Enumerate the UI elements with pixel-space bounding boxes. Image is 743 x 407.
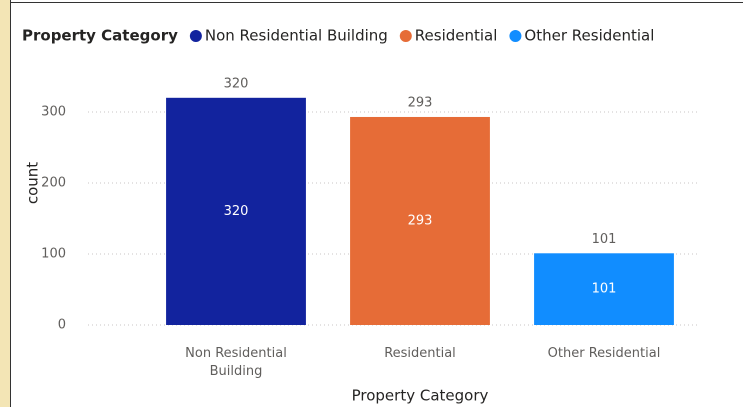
y-tick-label: 100	[41, 247, 66, 262]
legend-marker	[509, 30, 522, 42]
x-tick-label: Residential	[384, 346, 456, 361]
x-axis-label: Property Category	[352, 387, 489, 405]
legend-marker	[189, 30, 202, 42]
bar	[534, 253, 674, 325]
legend-label: Residential	[415, 27, 498, 45]
y-tick-label: 0	[58, 318, 66, 333]
legend-label: Other Residential	[524, 27, 654, 45]
legend-marker	[399, 30, 412, 42]
data-label-outside: 320	[224, 76, 249, 91]
legend-title: Property Category	[22, 27, 178, 45]
bar	[350, 116, 490, 325]
data-label-inside: 320	[224, 204, 249, 219]
x-tick-label: Other Residential	[547, 346, 661, 361]
data-label-inside: 101	[592, 282, 617, 297]
data-label-outside: 293	[408, 95, 433, 110]
y-tick-label: 300	[41, 105, 66, 120]
x-tick-label: Non Residential Building	[185, 346, 287, 379]
side-strip	[0, 0, 10, 407]
y-tick-label: 200	[41, 176, 66, 191]
bar	[166, 97, 306, 325]
data-label-inside: 293	[408, 213, 433, 228]
y-axis-label: count	[24, 162, 42, 204]
legend-label: Non Residential Building	[205, 27, 388, 45]
data-label-outside: 101	[592, 232, 617, 247]
